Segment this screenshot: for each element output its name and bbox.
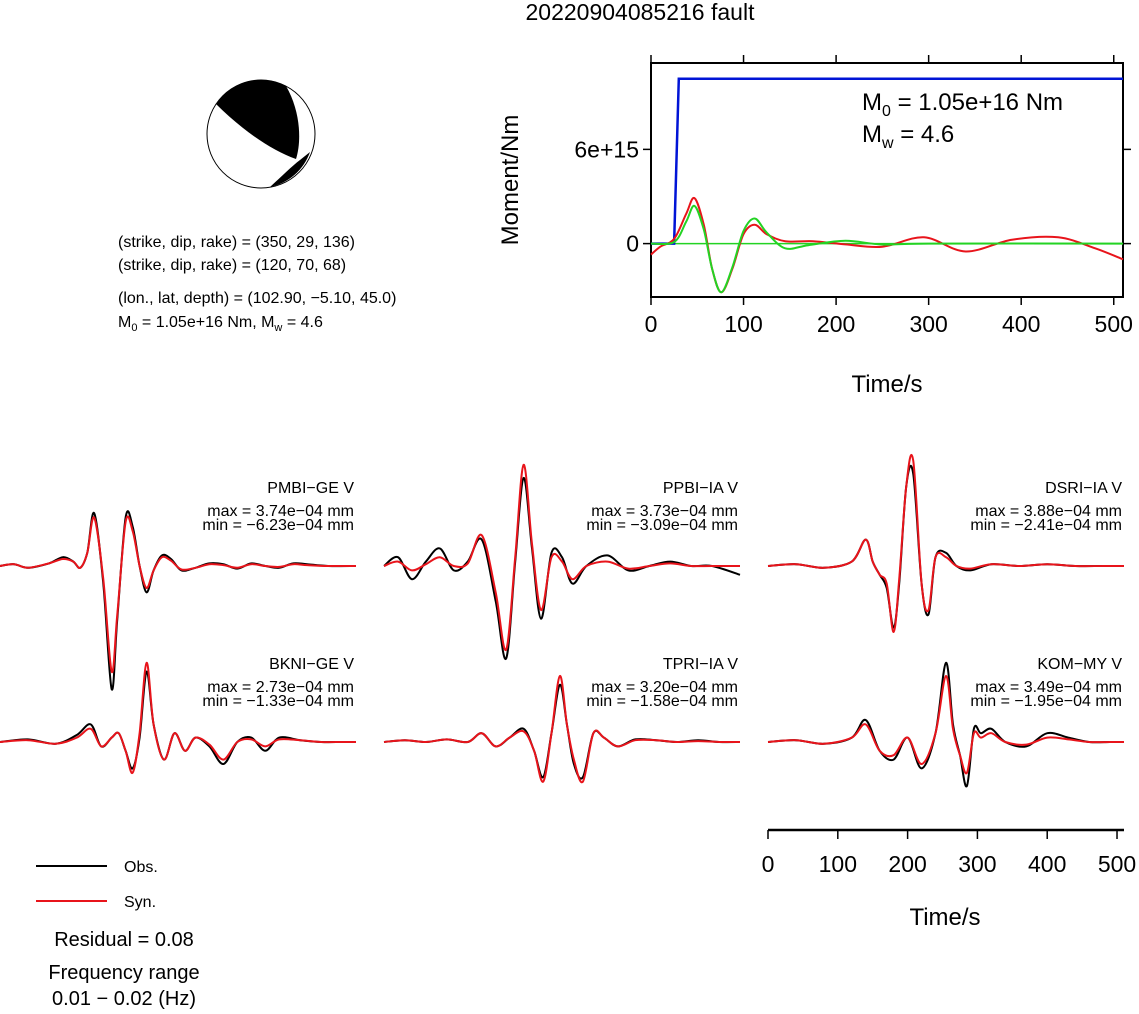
synthetic-trace	[0, 515, 357, 674]
station-max: max = 3.20e−04 mm	[591, 679, 738, 696]
station-min: min = −6.23e−04 mm	[202, 517, 354, 534]
beachball-compression-quadrant-2	[270, 152, 310, 187]
moment-plot-frame	[650, 62, 1124, 298]
moment-xtick-label: 500	[1095, 311, 1133, 337]
moment-xtick-label: 400	[1002, 311, 1040, 337]
legend: Obs. Syn.	[36, 859, 158, 911]
station-name: PMBI−GE V	[267, 480, 354, 497]
mechanism-line-1: (strike, dip, rake) = (350, 29, 136)	[118, 234, 355, 251]
synthetic-trace	[0, 661, 356, 774]
figure-title: 20220904085216 fault	[526, 0, 756, 25]
moment-m0-sub: 0	[882, 103, 891, 120]
moment-xtick-label: 100	[724, 311, 762, 337]
legend-syn-label: Syn.	[124, 894, 156, 911]
beachball	[206, 79, 316, 189]
moment-series-group	[650, 77, 1124, 294]
station-name: TPRI−IA V	[663, 656, 738, 673]
moment-m0-value: = 1.05e+16 Nm	[891, 89, 1063, 116]
m0-subscript: 0	[131, 322, 137, 334]
synthetic-trace	[383, 674, 741, 784]
station-name: DSRI−IA V	[1045, 480, 1122, 497]
frequency-range-value: 0.01 − 0.02 (Hz)	[52, 988, 196, 1009]
moment-xtick-label: 200	[817, 311, 855, 337]
time-tick-label: 100	[819, 851, 857, 877]
waveform-xlabel: Time/s	[909, 904, 980, 931]
moment-ytick-label: 6e+15	[574, 136, 639, 162]
moment-xtick-label: 0	[645, 311, 658, 337]
station-min: min = −3.09e−04 mm	[586, 517, 738, 534]
waveform-time-axis: Time/s 0 100 200 300 400 500	[762, 828, 1136, 931]
frequency-range-title: Frequency range	[48, 962, 199, 984]
series-stf_green	[650, 204, 1124, 294]
mechanism-line-2: (strike, dip, rake) = (120, 70, 68)	[118, 257, 346, 274]
time-tick-label: 500	[1098, 851, 1136, 877]
residual-label: Residual = 0.08	[54, 929, 194, 951]
moment-axes: 0 100 200 300 400 500 0 6e+15	[574, 55, 1133, 337]
moment-ytick-label: 0	[626, 231, 639, 257]
moment-xlabel: Time/s	[851, 371, 922, 398]
time-tick-label: 400	[1028, 851, 1066, 877]
moment-mw-value: = 4.6	[894, 121, 955, 148]
mechanism-info: (strike, dip, rake) = (350, 29, 136) (st…	[118, 234, 396, 334]
mw-subscript: w	[273, 322, 282, 334]
series-stf_red	[650, 196, 1124, 294]
mechanism-line-3: (lon., lat, depth) = (102.90, −5.10, 45.…	[118, 290, 396, 307]
moment-ylabel: Moment/Nm	[497, 115, 524, 246]
synthetic-trace	[767, 674, 1124, 775]
station-min: min = −1.33e−04 mm	[202, 693, 354, 710]
station-max: max = 3.49e−04 mm	[975, 679, 1122, 696]
legend-obs-label: Obs.	[124, 859, 158, 876]
moment-xtick-label: 300	[909, 311, 947, 337]
mw-value: = 4.6	[282, 314, 323, 331]
station-name: PPBI−IA V	[663, 480, 738, 497]
moment-m0-symbol: M	[862, 89, 882, 116]
time-tick-label: 0	[762, 851, 775, 877]
synthetic-trace	[767, 453, 1124, 634]
m0-symbol: M	[118, 314, 131, 331]
station-max: max = 3.73e−04 mm	[591, 503, 738, 520]
station-max: max = 3.88e−04 mm	[975, 503, 1122, 520]
station-max: max = 3.74e−04 mm	[207, 503, 354, 520]
moment-mw-label: Mw = 4.6	[862, 121, 954, 152]
m0-value: = 1.05e+16 Nm, M	[137, 314, 274, 331]
beachball-compression-quadrant	[216, 79, 300, 159]
synthetic-trace	[383, 463, 740, 651]
station-min: min = −2.41e−04 mm	[970, 517, 1122, 534]
time-tick-label: 300	[958, 851, 996, 877]
moment-mw-symbol: M	[862, 121, 882, 148]
mechanism-line-4: M0 = 1.05e+16 Nm, Mw = 4.6	[118, 314, 323, 334]
station-min: min = −1.95e−04 mm	[970, 693, 1122, 710]
time-tick-label: 200	[888, 851, 926, 877]
station-max: max = 2.73e−04 mm	[207, 679, 354, 696]
moment-m0-label: M0 = 1.05e+16 Nm	[862, 89, 1063, 120]
station-name: KOM−MY V	[1037, 656, 1122, 673]
moment-mw-sub: w	[881, 135, 894, 152]
station-name: BKNI−GE V	[269, 656, 354, 673]
station-min: min = −1.58e−04 mm	[586, 693, 738, 710]
